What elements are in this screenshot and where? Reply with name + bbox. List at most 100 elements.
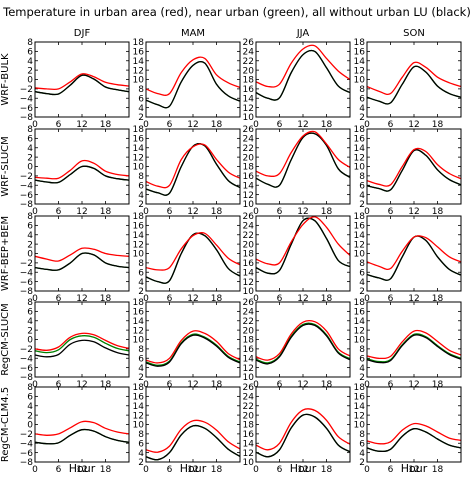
y-tick-label: 2 [138, 113, 144, 123]
y-tick-label: 10 [354, 163, 366, 173]
series-line-near_urban [255, 49, 351, 101]
x-tick-label: 0 [143, 294, 149, 304]
series-line-near_urban [34, 335, 130, 354]
x-tick-label: 18 [211, 207, 223, 217]
y-tick-label: 6 [138, 354, 144, 364]
x-tick-label: 12 [297, 207, 308, 217]
x-tick-label: 18 [211, 294, 223, 304]
x-tick-label: 12 [76, 294, 87, 304]
y-tick-label: 8 [27, 383, 33, 393]
y-tick-label: 18 [243, 250, 255, 260]
panel-frame [34, 301, 130, 378]
y-tick-label: 8 [138, 85, 144, 95]
y-tick-label: 14 [243, 354, 255, 364]
x-tick-label: 12 [408, 380, 419, 390]
x-tick-label: 0 [364, 465, 370, 475]
x-tick-label: 0 [32, 120, 38, 130]
panel-grid: DJF MAM JJA SON WRF-BULK WRF-SLUCM WRF-BEP+BEM… [0, 28, 462, 475]
y-tick-label: 16 [354, 48, 366, 58]
panel-frame [366, 386, 462, 463]
x-tick-label: 18 [321, 465, 333, 475]
y-tick-label: 2 [359, 373, 365, 383]
y-tick-label: 12 [133, 411, 144, 421]
series-line-near_urban [255, 413, 351, 458]
y-tick-label: 2 [27, 66, 33, 76]
series-line-urban [34, 332, 130, 351]
panel-frame [145, 301, 241, 378]
y-tick-label: 26 [243, 38, 255, 48]
y-tick-label: 16 [243, 259, 255, 269]
x-tick-label: 6 [167, 380, 173, 390]
panel-frame [145, 215, 241, 292]
y-tick-label: −4 [20, 439, 34, 449]
y-tick-label: 2 [138, 287, 144, 297]
y-tick-label: 26 [243, 125, 255, 135]
x-tick-label: 18 [100, 207, 112, 217]
y-tick-label: 14 [354, 144, 366, 154]
panel-frame [145, 128, 241, 205]
x-tick-label: 0 [32, 207, 38, 217]
y-tick-label: 14 [354, 317, 366, 327]
y-tick-label: 22 [243, 144, 254, 154]
series-line-no_urban [145, 424, 241, 461]
x-tick-label: 0 [32, 465, 38, 475]
y-tick-label: 14 [133, 57, 145, 67]
x-tick-label: 12 [76, 207, 87, 217]
y-tick-label: 2 [138, 458, 144, 468]
y-tick-label: 0 [27, 163, 33, 173]
y-tick-label: 18 [354, 125, 366, 135]
series-line-near_urban [145, 424, 241, 461]
x-tick-label: 12 [187, 120, 198, 130]
y-tick-label: 14 [354, 57, 366, 67]
y-tick-label: 20 [243, 66, 255, 76]
y-tick-label: 18 [354, 383, 366, 393]
y-tick-label: 10 [354, 421, 366, 431]
y-tick-label: 18 [354, 298, 366, 308]
y-tick-label: 12 [243, 364, 254, 374]
y-tick-label: 8 [359, 85, 365, 95]
x-tick-label: 18 [211, 380, 223, 390]
y-tick-label: 6 [359, 268, 365, 278]
x-tick-label: 6 [56, 465, 62, 475]
series-line-urban [255, 408, 351, 451]
x-tick-label: 12 [187, 294, 198, 304]
y-tick-label: 12 [133, 153, 144, 163]
x-axis-label: Hour [69, 462, 96, 475]
column-title: DJF [74, 28, 91, 39]
y-tick-label: 12 [354, 240, 365, 250]
x-tick-label: 0 [364, 207, 370, 217]
x-tick-label: 12 [187, 380, 198, 390]
x-tick-label: 18 [432, 207, 444, 217]
y-tick-label: 14 [133, 231, 145, 241]
y-tick-label: −6 [20, 191, 34, 201]
y-tick-label: 18 [354, 212, 366, 222]
x-tick-label: 6 [388, 207, 394, 217]
y-tick-label: 0 [27, 76, 33, 86]
y-tick-label: 4 [138, 191, 144, 201]
y-tick-label: 10 [133, 421, 145, 431]
y-tick-label: 18 [354, 38, 366, 48]
y-tick-label: 16 [243, 85, 255, 95]
y-tick-label: 26 [243, 383, 255, 393]
y-tick-label: 10 [133, 250, 145, 260]
y-tick-label: 12 [354, 326, 365, 336]
y-tick-label: 20 [243, 326, 255, 336]
x-tick-label: 18 [321, 207, 333, 217]
y-tick-label: 2 [359, 287, 365, 297]
y-tick-label: 6 [138, 439, 144, 449]
x-tick-label: 12 [297, 465, 308, 475]
x-tick-label: 18 [321, 380, 333, 390]
y-tick-label: 20 [243, 240, 255, 250]
x-tick-label: 0 [253, 465, 259, 475]
row-label: WRF-SLUCM [0, 136, 11, 197]
x-tick-label: 12 [76, 120, 87, 130]
y-tick-label: 12 [243, 104, 254, 114]
y-tick-label: 14 [243, 439, 255, 449]
y-tick-label: 24 [243, 48, 255, 58]
y-tick-label: 6 [27, 135, 33, 145]
